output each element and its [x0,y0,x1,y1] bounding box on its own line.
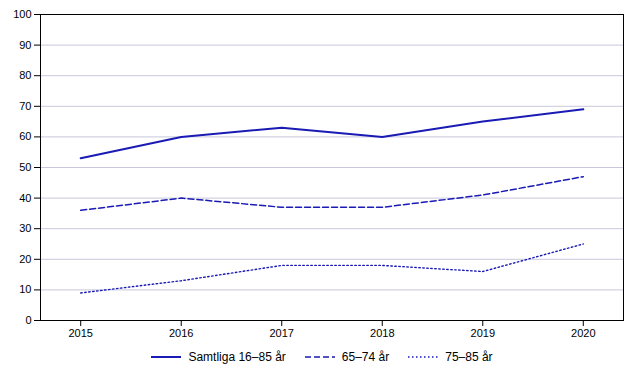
svg-text:20: 20 [19,253,31,265]
svg-text:10: 10 [19,283,31,295]
svg-text:80: 80 [19,69,31,81]
svg-text:30: 30 [19,222,31,234]
svg-text:2015: 2015 [68,327,92,339]
svg-text:2016: 2016 [169,327,193,339]
svg-text:90: 90 [19,39,31,51]
html-text:Samtliga 16–85 år: Samtliga 16–85 år [188,350,286,364]
svg-text:40: 40 [19,192,31,204]
svg-text:0: 0 [25,314,31,326]
svg-text:2020: 2020 [571,327,595,339]
svg-text:70: 70 [19,100,31,112]
svg-text:2017: 2017 [269,327,293,339]
svg-text:100: 100 [13,8,31,20]
svg-text:60: 60 [19,130,31,142]
svg-text:2019: 2019 [471,327,495,339]
svg-text:50: 50 [19,161,31,173]
svg-text:2018: 2018 [370,327,394,339]
html-text:75–85 år: 75–85 år [445,350,493,364]
html-text:65–74 år: 65–74 år [341,350,390,364]
